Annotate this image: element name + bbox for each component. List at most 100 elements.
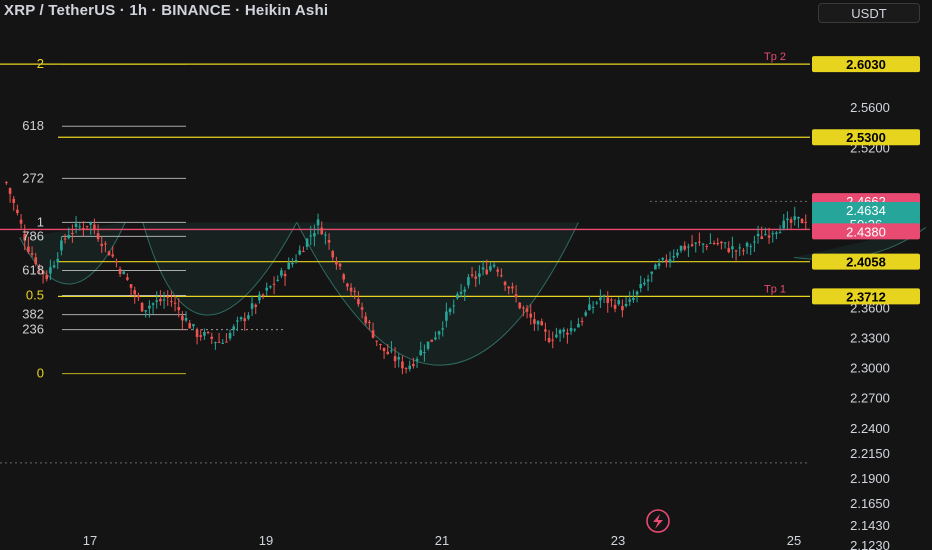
candle-body (727, 248, 731, 253)
candle-body (628, 299, 632, 302)
candle-body (639, 283, 643, 289)
candle-body (555, 334, 558, 338)
candle-body (52, 265, 56, 268)
candle-body (151, 303, 155, 305)
candle-body (683, 245, 687, 250)
candle-body (195, 329, 199, 337)
candle-body (206, 332, 210, 334)
flash-icon[interactable] (646, 509, 670, 533)
fib-label: 2 (37, 56, 44, 71)
candle-body (41, 270, 45, 275)
candle-body (357, 299, 360, 305)
price-tag-label: 2.6030 (846, 57, 886, 72)
candle-body (624, 304, 628, 307)
candle-body (415, 359, 419, 361)
candle-body (89, 222, 93, 225)
candle-body (192, 324, 195, 327)
fib-label: 272 (22, 170, 44, 185)
candle-body (404, 368, 408, 370)
candle-body (379, 343, 382, 345)
candle-body (540, 321, 544, 326)
rounding-shape-2 (142, 222, 298, 316)
x-tick-label: 17 (83, 533, 97, 548)
candle-body (397, 357, 401, 360)
fib-label: 382 (22, 307, 44, 322)
candle-body (115, 261, 118, 263)
candle-body (272, 283, 276, 285)
candle-body (170, 301, 173, 303)
candle-body (148, 305, 151, 309)
time-axis[interactable]: 17 19 21 23 25 (83, 533, 801, 548)
candle-body (786, 218, 789, 221)
candle-body (390, 350, 393, 352)
candle-body (793, 216, 797, 220)
candle-body (214, 342, 217, 344)
candle-body (294, 260, 298, 262)
candle-body (632, 297, 635, 300)
candle-body (386, 351, 390, 355)
fib-label: 236 (22, 322, 44, 337)
candle-body (650, 271, 654, 274)
candle-body (533, 319, 536, 324)
candle-body (100, 243, 104, 246)
candle-body (232, 326, 236, 330)
candle-body (184, 318, 188, 321)
candle-body (621, 305, 624, 311)
price-tags: 2.60302.53002.46622.463450:362.43802.405… (812, 56, 920, 305)
y-tick-label: 2.3000 (850, 361, 890, 376)
candle-body (463, 289, 467, 292)
candle-body (78, 226, 82, 228)
currency-button[interactable]: USDT (818, 3, 920, 23)
candle-body (492, 264, 496, 267)
candle-body (188, 323, 192, 329)
candle-body (518, 302, 522, 309)
y-tick-label: 2.1230 (850, 538, 890, 550)
candle-body (716, 243, 720, 245)
y-tick-label: 2.2400 (850, 421, 890, 436)
x-tick-label: 19 (259, 533, 273, 548)
candle-body (34, 257, 38, 264)
candle-body (679, 245, 683, 251)
price-tag (812, 129, 920, 146)
fib-label: 786 (22, 228, 44, 243)
y-tick-label: 2.1430 (850, 518, 890, 533)
candle-body (646, 279, 650, 282)
candle-body (514, 294, 518, 298)
candle-body (126, 277, 129, 280)
candle-body (49, 267, 52, 274)
candle-body (676, 252, 679, 256)
candle-body (298, 250, 302, 255)
candle-body (250, 303, 254, 309)
candle-body (580, 320, 584, 322)
candle-body (496, 269, 500, 272)
candle-body (38, 265, 41, 267)
candle-body (745, 242, 749, 247)
y-tick-label: 2.2150 (850, 446, 890, 461)
candle-body (789, 219, 793, 223)
reference-lines (0, 63, 810, 464)
candle-body (617, 300, 621, 305)
candle-body (485, 269, 489, 275)
candle-body (324, 234, 327, 236)
candle-body (254, 304, 258, 307)
candle-body (500, 275, 503, 277)
candle-body (19, 219, 23, 224)
candle-body (525, 308, 529, 312)
candle-body (159, 298, 162, 302)
candle-body (305, 238, 309, 247)
candle-body (474, 276, 478, 279)
candle-body (437, 331, 441, 335)
candle-body (280, 270, 283, 276)
candle-body (16, 209, 19, 213)
candle-body (349, 287, 353, 292)
candle-body (217, 341, 221, 343)
candle-body (430, 339, 434, 342)
candle-body (8, 188, 12, 194)
candle-body (177, 307, 181, 311)
candle-body (566, 332, 569, 335)
tp-label: Tp 1 (764, 283, 786, 295)
candle-body (584, 312, 588, 316)
candle-body (265, 287, 269, 291)
candle-body (672, 256, 676, 258)
